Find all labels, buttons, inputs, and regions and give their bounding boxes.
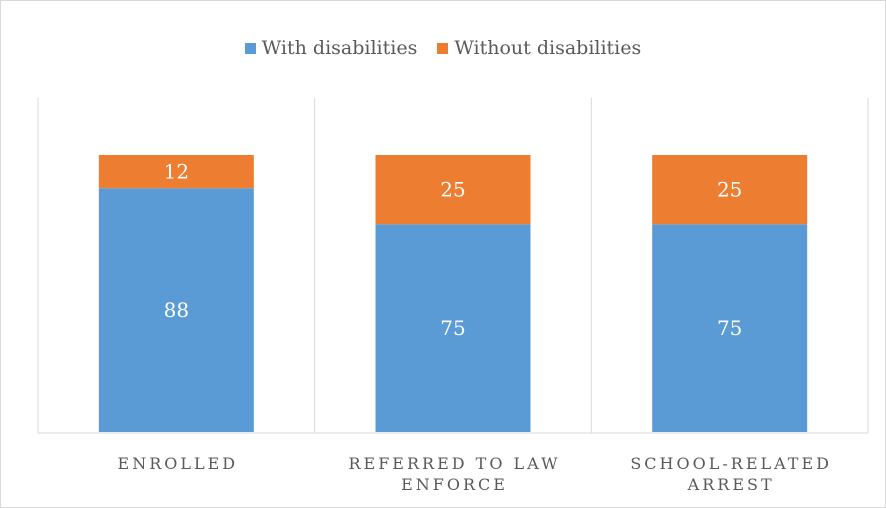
x-tick-label: ARREST <box>687 475 775 494</box>
bar-without-disabilities <box>652 155 808 225</box>
legend-label-without-disabilities: Without disabilities <box>454 37 642 59</box>
legend-item-without-disabilities: Without disabilities <box>437 37 641 59</box>
data-label-without-disabilities: 25 <box>717 178 742 202</box>
legend: With disabilities Without disabilities <box>1 34 885 62</box>
data-label-with-disabilities: 75 <box>717 316 742 340</box>
legend-item-with-disabilities: With disabilities <box>244 37 418 59</box>
x-tick-label: ENROLLED <box>118 454 239 473</box>
legend-swatch-with-disabilities <box>244 42 256 54</box>
x-tick-label: ENFORCE <box>401 475 508 494</box>
legend-label-with-disabilities: With disabilities <box>261 37 418 59</box>
data-label-without-disabilities: 12 <box>164 160 189 184</box>
bar-with-disabilities <box>375 224 531 432</box>
data-label-without-disabilities: 25 <box>440 178 465 202</box>
bar-without-disabilities <box>98 155 254 189</box>
legend-swatch-without-disabilities <box>437 42 449 54</box>
data-label-with-disabilities: 75 <box>440 316 465 340</box>
bar-with-disabilities <box>652 224 808 432</box>
data-label-with-disabilities: 88 <box>164 298 189 322</box>
x-tick-label: SCHOOL-RELATED <box>630 454 832 473</box>
bar-with-disabilities <box>98 188 254 432</box>
bar-without-disabilities <box>375 155 531 225</box>
x-tick-label: REFERRED TO LAW <box>348 454 560 473</box>
